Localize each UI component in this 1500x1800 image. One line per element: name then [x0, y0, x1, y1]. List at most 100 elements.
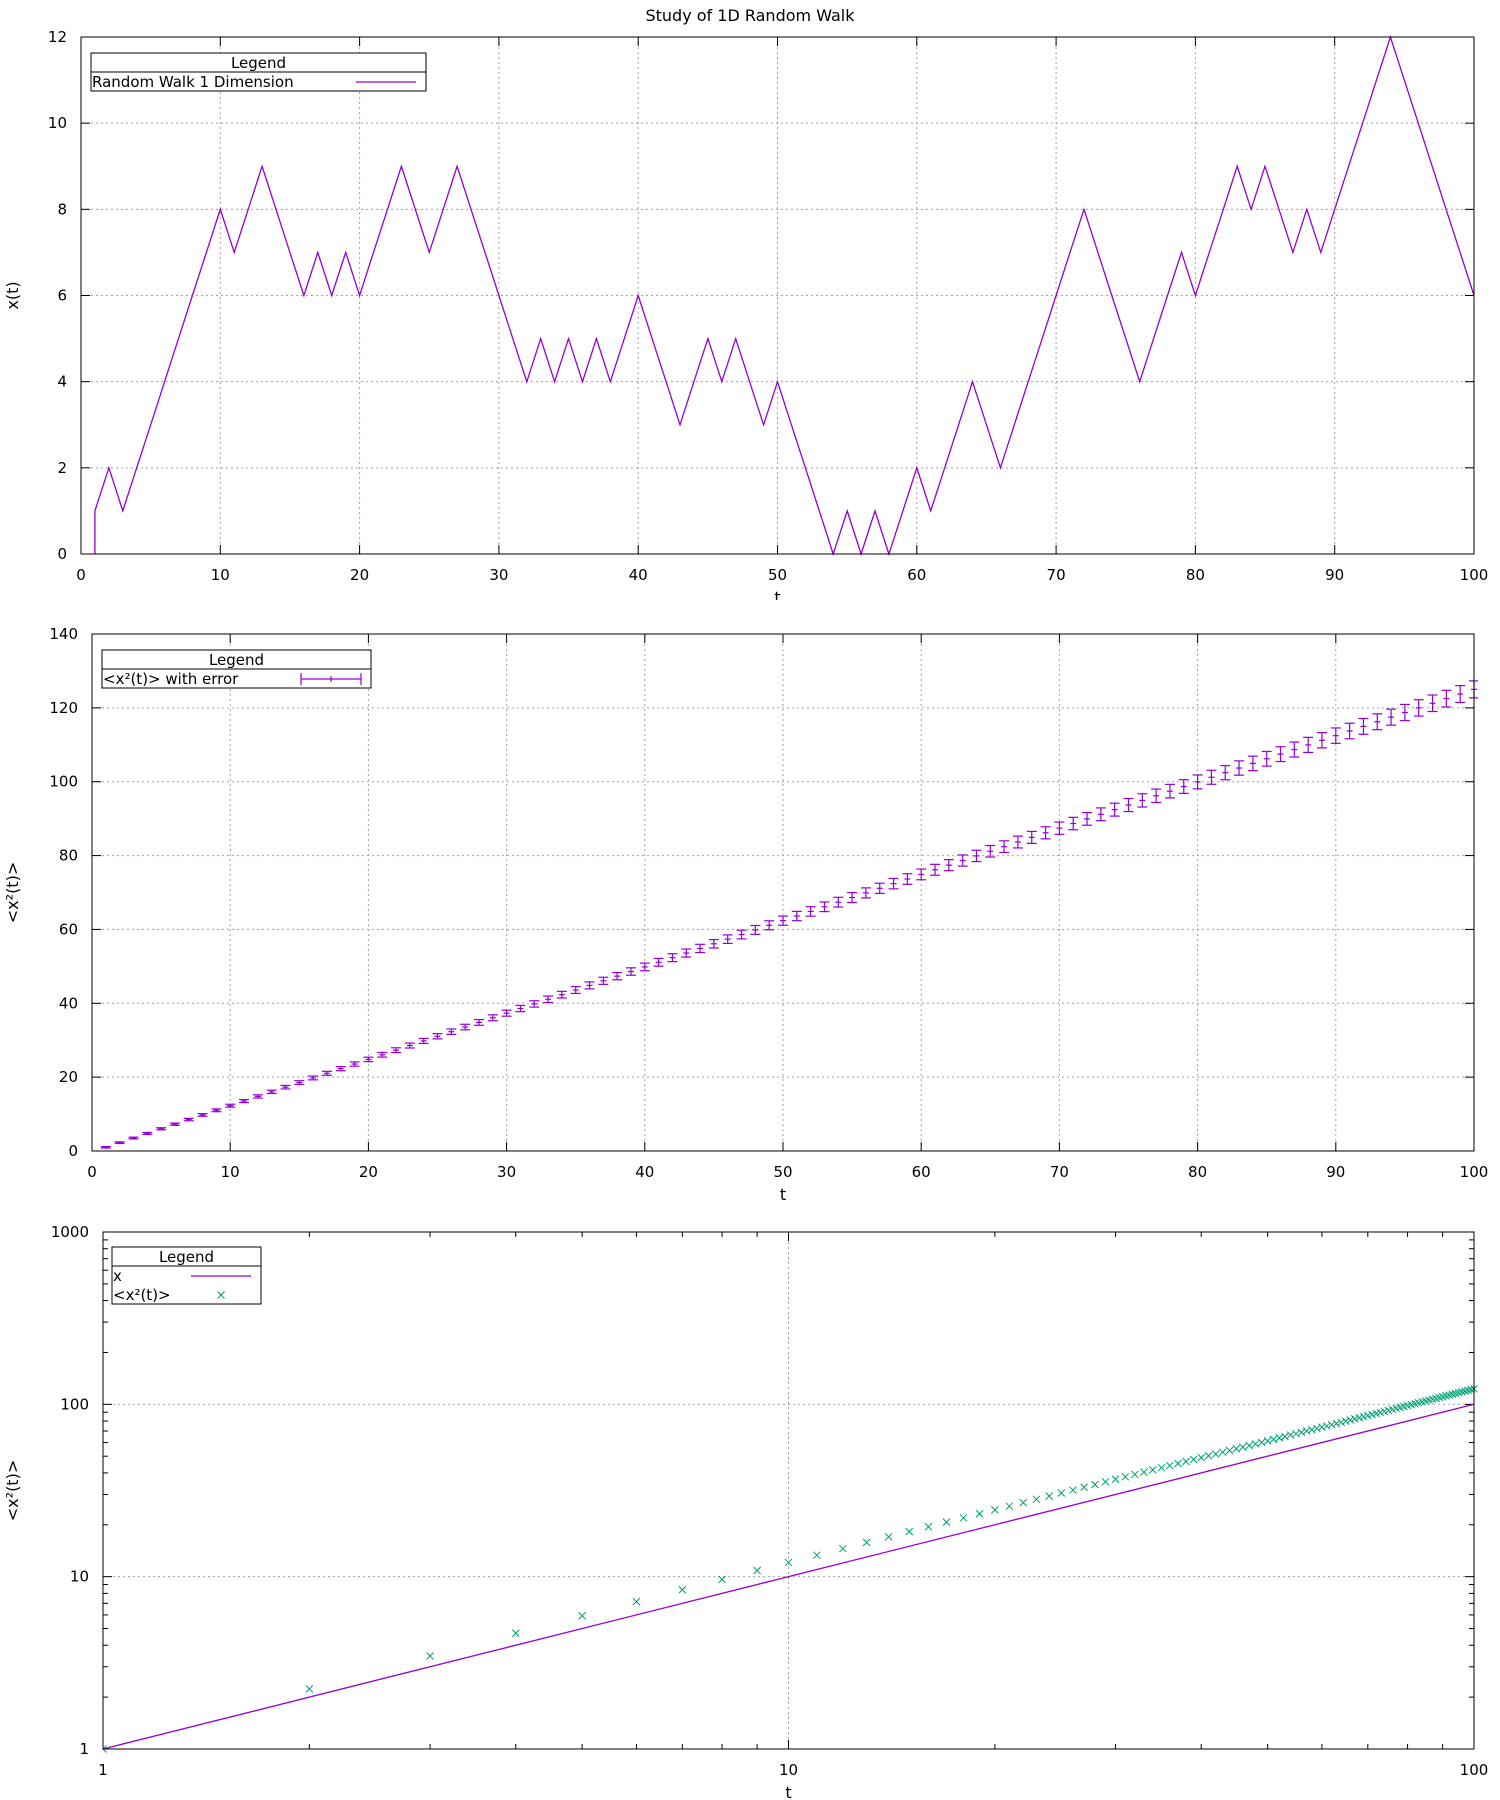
- data-point-marker: [1157, 1463, 1166, 1472]
- data-point-marker: [1251, 1440, 1260, 1448]
- data-point-marker: [1211, 1450, 1220, 1458]
- data-point-marker: [718, 1575, 726, 1584]
- data-point-marker: [1238, 1443, 1247, 1451]
- data-point-marker: [1327, 1420, 1336, 1429]
- legend-title: Legend: [159, 1248, 214, 1266]
- tick-label-x: 100: [1460, 566, 1489, 584]
- tick-label-y: 20: [59, 1068, 78, 1086]
- tick-label-y: 100: [49, 773, 78, 791]
- tick-label-x: 0: [87, 1163, 97, 1181]
- data-point-marker: [784, 1558, 793, 1567]
- data-point-marker: [1174, 1459, 1182, 1468]
- data-point-marker: [1341, 1417, 1350, 1426]
- legend-entry-label: Random Walk 1 Dimension: [92, 73, 294, 91]
- data-point-marker: [1337, 1418, 1345, 1427]
- figure-title: Study of 1D Random Walk: [645, 6, 855, 25]
- x-axis-label: t: [780, 1185, 786, 1200]
- data-point-marker: [813, 1551, 821, 1560]
- data-point-marker: [578, 1611, 586, 1620]
- data-point-marker: [1346, 1416, 1355, 1424]
- tick-label-x: 80: [1188, 1163, 1207, 1181]
- data-point-marker: [1286, 1431, 1295, 1439]
- tick-label-y: 10: [70, 1568, 89, 1586]
- tick-label-x: 90: [1326, 1163, 1345, 1181]
- plot-area: [100, 680, 1478, 1149]
- data-point-marker: [1275, 1434, 1284, 1442]
- tick-label-x: 30: [489, 566, 508, 584]
- data-point-marker: [1032, 1495, 1041, 1504]
- data-point-marker: [1322, 1422, 1331, 1430]
- data-point-marker: [103, 1745, 107, 1753]
- data-point-marker: [1350, 1415, 1359, 1423]
- x-axis-label: t: [785, 1783, 791, 1800]
- tick-label-y: 100: [60, 1395, 89, 1413]
- data-point-marker: [678, 1585, 687, 1594]
- legend-title: Legend: [209, 651, 264, 669]
- data-point-marker: [426, 1652, 434, 1660]
- data-point-marker: [1263, 1437, 1272, 1445]
- tick-label-x: 70: [1050, 1163, 1069, 1181]
- tick-label-x: 10: [221, 1163, 240, 1181]
- tick-label-x: 50: [768, 566, 787, 584]
- legend-entry-label: <x²(t)>: [113, 1286, 171, 1304]
- tick-label-x: 60: [912, 1163, 931, 1181]
- data-point-marker: [1269, 1435, 1278, 1444]
- random-walk-plot: 0 10 20 30 40 50 60 70 80 90 100 0 2 4 6 8 10 12 t x(t) Lege…: [3, 28, 1489, 600]
- data-point-marker: [1182, 1457, 1190, 1466]
- data-point-marker: [1165, 1461, 1174, 1470]
- plot-frame: [80, 36, 1475, 555]
- data-point-marker: [1101, 1477, 1110, 1486]
- tick-label-y: 140: [49, 625, 78, 643]
- data-point-marker: [1189, 1455, 1198, 1464]
- data-point-marker: [1225, 1446, 1234, 1455]
- data-point-marker: [1451, 1389, 1460, 1398]
- tick-label-x: 10: [211, 566, 230, 584]
- data-point-marker: [1302, 1427, 1311, 1435]
- tick-label-x: 1: [98, 1761, 108, 1779]
- tick-label-x: 40: [635, 1163, 654, 1181]
- tick-label-x: 10: [779, 1761, 798, 1779]
- tick-label-y: 6: [57, 287, 67, 305]
- plot-area: [103, 1384, 1478, 1753]
- data-point-marker: [975, 1509, 984, 1518]
- data-point-marker: [1297, 1428, 1306, 1437]
- data-point-marker: [942, 1518, 951, 1527]
- y-axis-label: <x²(t)>: [3, 1460, 22, 1521]
- data-point-marker: [1204, 1451, 1213, 1460]
- tick-label-x: 100: [1460, 1163, 1489, 1181]
- data-point-marker: [305, 1685, 314, 1693]
- data-point-marker: [1454, 1388, 1463, 1397]
- tick-label-x: 80: [1186, 566, 1205, 584]
- data-point-marker: [1307, 1425, 1316, 1434]
- data-point-marker: [959, 1513, 968, 1522]
- tick-label-y: 8: [57, 200, 67, 218]
- legend-entry-label: x: [113, 1267, 122, 1285]
- tick-label-x: 50: [773, 1163, 792, 1181]
- tick-label-x: 20: [350, 566, 369, 584]
- tick-label-y: 0: [68, 1142, 78, 1160]
- tick-label-y: 1000: [51, 1223, 89, 1241]
- data-point-marker: [511, 1629, 520, 1638]
- tick-label-y: 4: [57, 373, 67, 391]
- data-point-marker: [991, 1506, 999, 1514]
- data-point-marker: [753, 1566, 761, 1575]
- tick-label-y: 60: [59, 920, 78, 938]
- data-point-marker: [1121, 1472, 1130, 1481]
- tick-label-x: 30: [497, 1163, 516, 1181]
- series-line-0: [94, 34, 1475, 557]
- data-point-marker: [1148, 1466, 1157, 1474]
- y-axis-label: <x²(t)>: [3, 862, 22, 923]
- series-line-0: [103, 1403, 1475, 1750]
- tick-label-y: 80: [59, 847, 78, 865]
- data-point-marker: [1091, 1480, 1099, 1489]
- data-point-marker: [1292, 1429, 1300, 1438]
- plot-frame: [102, 1231, 1475, 1750]
- data-point-marker: [1318, 1423, 1326, 1432]
- tick-label-y: 10: [48, 114, 67, 132]
- data-point-marker: [1045, 1492, 1053, 1500]
- tick-label-x: 90: [1325, 566, 1344, 584]
- tick-label-x: 20: [359, 1163, 378, 1181]
- data-point-marker: [1069, 1486, 1077, 1494]
- data-point-marker: [1019, 1498, 1028, 1507]
